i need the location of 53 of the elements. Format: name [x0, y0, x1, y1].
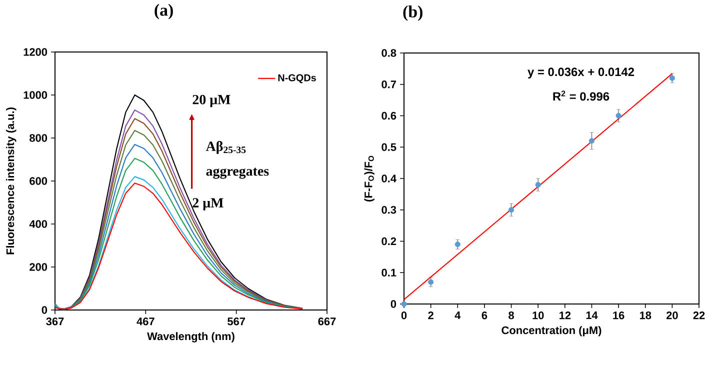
y-tick-label: 0.2 — [382, 237, 396, 246]
y-tick-label: 1200 — [24, 48, 48, 56]
annotation: 20 μM — [192, 94, 230, 108]
annotation: y = 0.036x + 0.0142 — [528, 68, 634, 78]
point — [401, 301, 407, 307]
y-tick-label: 0.7 — [382, 80, 396, 88]
point — [588, 138, 595, 144]
x-tick-label: 0 — [401, 312, 407, 320]
x-tick-label: 16 — [613, 312, 624, 320]
legend-label: N-GQDs — [278, 74, 316, 84]
y-tick-label: 0 — [390, 300, 396, 308]
point — [454, 242, 460, 248]
x-tick-label: 667 — [318, 318, 336, 326]
y-tick-label: 1000 — [24, 91, 48, 99]
x-tick-label: 567 — [228, 318, 245, 326]
y-tick-label: 0.6 — [382, 112, 396, 120]
x-tick-label: 2 — [428, 312, 434, 320]
point — [669, 75, 675, 81]
y-tick-label: 400 — [29, 220, 48, 228]
x-tick-label: 12 — [560, 312, 571, 320]
y-tick-label: 600 — [30, 177, 48, 185]
y-axis-title: (F-F$_{O}$)/F$_{O}$ — [364, 156, 374, 202]
y-tick-label: 0.3 — [382, 206, 396, 214]
y-tick-label: 0 — [42, 306, 48, 314]
annotation: Aβ$_{25-35}$ — [206, 141, 246, 154]
chart-title: (b) — [403, 6, 422, 21]
x-tick-label: 4 — [454, 312, 461, 320]
point — [535, 182, 541, 188]
y-tick-label: 200 — [30, 263, 48, 271]
y-tick-label: 0.1 — [382, 268, 396, 277]
y-tick-label: 0.8 — [382, 49, 396, 57]
annotation: aggregates — [206, 168, 269, 179]
x-tick-label: 14 — [586, 312, 598, 320]
x-tick-label: 367 — [46, 318, 64, 326]
x-tick-label: 18 — [640, 312, 652, 320]
y-tick-label: 0.5 — [382, 143, 396, 152]
x-tick-label: 22 — [693, 312, 705, 320]
x-tick-label: 20 — [666, 312, 678, 320]
y-tick-label: 0.4 — [382, 174, 396, 182]
point — [616, 112, 622, 119]
chart-title: (a) — [154, 4, 173, 20]
x-axis-title: Concentration (μM) — [502, 326, 602, 336]
point — [508, 207, 514, 213]
x-tick-label: 467 — [136, 318, 154, 326]
x-axis-title: Wavelength (nm) — [147, 332, 234, 342]
y-tick-label: 800 — [30, 134, 48, 142]
annotation: R$^{2}$ = 0.996 — [553, 90, 610, 101]
y-axis-title: Fluorescence intensity (a.u.) — [6, 108, 16, 254]
x-tick-label: 10 — [532, 312, 544, 320]
x-tick-label: 6 — [482, 312, 488, 320]
point — [428, 279, 434, 285]
annotation: 2 μM — [192, 198, 224, 210]
x-tick-label: 8 — [508, 312, 514, 320]
